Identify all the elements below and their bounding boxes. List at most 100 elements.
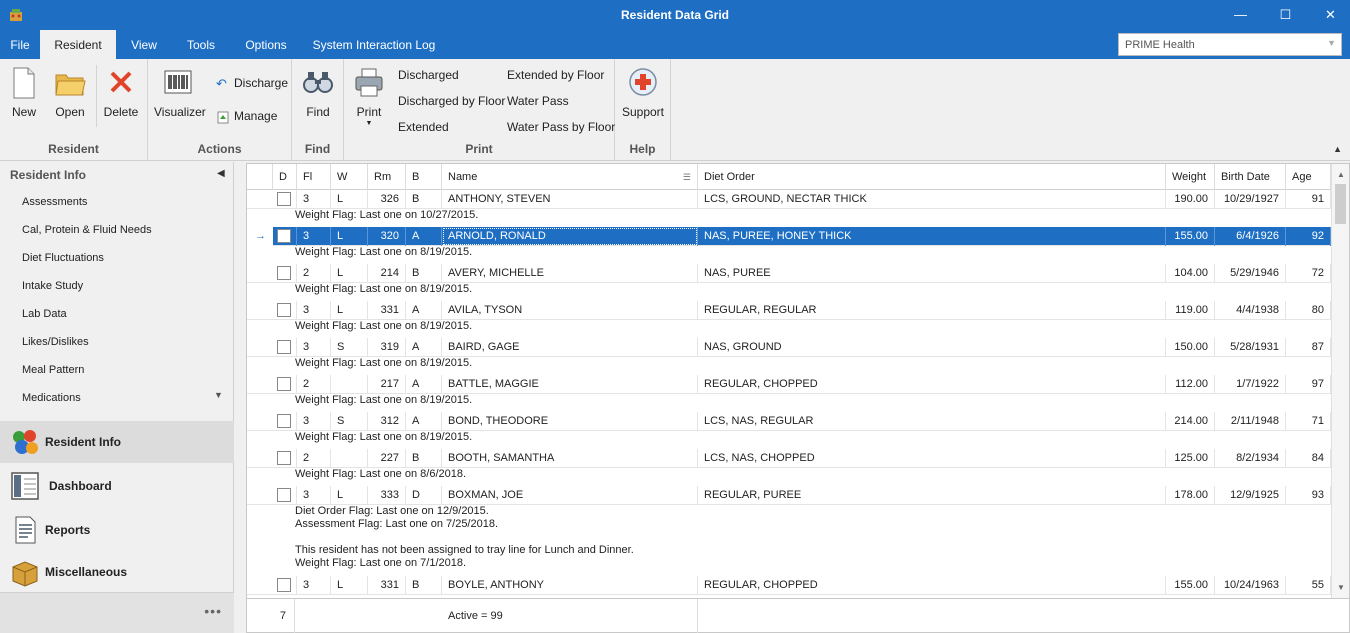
print-extended[interactable]: Extended	[398, 120, 449, 134]
tab-tools[interactable]: Tools	[186, 38, 215, 52]
scroll-down-icon[interactable]: ▼	[1337, 583, 1345, 592]
cell-w: L	[331, 190, 368, 209]
discharge-button[interactable]: ↶ Discharge	[216, 76, 288, 94]
cell-diet: LCS, NAS, CHOPPED	[698, 449, 1166, 468]
delete-button[interactable]: Delete	[98, 65, 144, 127]
print-discharged[interactable]: Discharged	[398, 68, 459, 82]
scroll-down-icon[interactable]: ▼	[214, 390, 223, 400]
cell-fl: 3	[297, 301, 331, 320]
discharge-checkbox-cell	[273, 449, 297, 468]
cell-age: 97	[1286, 375, 1331, 394]
table-row[interactable]: 3 L 331 B BOYLE, ANTHONY REGULAR, CHOPPED 155.…	[247, 576, 1331, 595]
discharge-checkbox-cell	[273, 375, 297, 394]
print-button[interactable]: Print ▼	[346, 65, 392, 127]
header-d[interactable]: D	[273, 164, 297, 190]
nav-item-likes-dislikes[interactable]: Likes/Dislikes	[22, 336, 89, 348]
organization-select[interactable]: PRIME Health ▼	[1118, 33, 1342, 56]
tab-options[interactable]: Options	[245, 38, 287, 52]
nav-section-reports[interactable]: Reports	[0, 509, 234, 551]
table-row[interactable]: 3 L 326 B ANTHONY, STEVEN LCS, GROUND, NECTAR…	[247, 190, 1331, 209]
nav-item-assessments[interactable]: Assessments	[22, 196, 88, 208]
ribbon-separator	[96, 65, 97, 127]
manage-button[interactable]: Manage	[216, 109, 277, 127]
cell-weight: 190.00	[1166, 190, 1215, 209]
grid-header: D Fl W Rm B Name ☰ Diet Order Weight Bir…	[247, 164, 1331, 190]
table-row[interactable]: 3 S 319 A BAIRD, GAGE NAS, GROUND 150.00 5/28/1…	[247, 338, 1331, 357]
print-water-pass-by-floor[interactable]: Water Pass by Floor	[507, 120, 616, 134]
minimize-button[interactable]: —	[1234, 7, 1247, 22]
cell-birth: 8/2/1934	[1215, 449, 1286, 468]
table-row[interactable]: 3 S 312 A BOND, THEODORE LCS, NAS, REGULAR 214…	[247, 412, 1331, 431]
header-birth-date[interactable]: Birth Date	[1215, 164, 1286, 190]
print-extended-by-floor[interactable]: Extended by Floor	[507, 68, 605, 82]
discharge-checkbox-cell	[273, 264, 297, 283]
open-button-label: Open	[55, 105, 85, 119]
cell-name: BOYLE, ANTHONY	[442, 576, 698, 595]
tab-system-interaction-log[interactable]: System Interaction Log	[312, 38, 436, 52]
discharge-checkbox[interactable]	[277, 229, 291, 243]
header-b[interactable]: B	[406, 164, 442, 190]
tab-file[interactable]: File	[10, 38, 30, 52]
scroll-up-icon[interactable]: ▲	[1337, 170, 1345, 179]
discharge-checkbox[interactable]	[277, 414, 291, 428]
table-row[interactable]: 3 L 331 A AVILA, TYSON REGULAR, REGULAR 119.00…	[247, 301, 1331, 320]
more-options-icon[interactable]: •••	[204, 603, 222, 619]
table-row[interactable]: 2 217 A BATTLE, MAGGIE REGULAR, CHOPPED 112.0…	[247, 375, 1331, 394]
chevron-left-icon[interactable]: ◀	[217, 168, 225, 179]
nav-section-dashboard[interactable]: Dashboard	[0, 465, 234, 507]
header-name[interactable]: Name ☰	[442, 164, 698, 190]
close-button[interactable]: ✕	[1325, 7, 1336, 22]
cell-fl: 2	[297, 375, 331, 394]
nav-header: Resident Info	[10, 168, 87, 182]
maximize-button[interactable]: ☐	[1279, 7, 1292, 22]
print-water-pass[interactable]: Water Pass	[507, 94, 569, 108]
chevron-down-icon: ▼	[1327, 38, 1336, 48]
new-button[interactable]: New	[1, 65, 47, 127]
header-fl[interactable]: Fl	[297, 164, 331, 190]
nav-section-miscellaneous[interactable]: Miscellaneous	[0, 551, 234, 593]
ribbon-group-label: Resident	[48, 142, 99, 156]
discharge-checkbox[interactable]	[277, 451, 291, 465]
cell-fl: 2	[297, 264, 331, 283]
nav-item-lab-data[interactable]: Lab Data	[22, 308, 67, 320]
cell-diet: LCS, NAS, REGULAR	[698, 412, 1166, 431]
nav-item-medications[interactable]: Medications	[22, 392, 81, 404]
nav-item-meal-pattern[interactable]: Meal Pattern	[22, 364, 85, 376]
discharge-checkbox[interactable]	[277, 303, 291, 317]
nav-section-resident-info[interactable]: Resident Info	[0, 421, 234, 463]
tab-resident[interactable]: Resident	[40, 30, 116, 59]
cell-birth: 5/28/1931	[1215, 338, 1286, 357]
scrollbar-thumb[interactable]	[1335, 184, 1346, 224]
app-icon	[10, 9, 22, 21]
discharge-checkbox[interactable]	[277, 192, 291, 206]
header-age[interactable]: Age	[1286, 164, 1331, 190]
tab-view[interactable]: View	[131, 38, 157, 52]
nav-item-diet-fluctuations[interactable]: Diet Fluctuations	[22, 252, 104, 264]
header-weight[interactable]: Weight	[1166, 164, 1215, 190]
ribbon-group-help: Support Help	[615, 59, 671, 160]
discharge-checkbox[interactable]	[277, 377, 291, 391]
collapse-ribbon-icon[interactable]: ▲	[1333, 144, 1342, 154]
open-button[interactable]: Open	[47, 65, 93, 127]
header-diet-order[interactable]: Diet Order	[698, 164, 1166, 190]
vertical-scrollbar[interactable]: ▲ ▼	[1331, 164, 1349, 598]
cell-b: A	[406, 375, 442, 394]
discharge-checkbox[interactable]	[277, 578, 291, 592]
discharge-checkbox[interactable]	[277, 266, 291, 280]
find-button[interactable]: Find	[295, 65, 341, 127]
header-w[interactable]: W	[331, 164, 368, 190]
table-row[interactable]: 2 L 214 B AVERY, MICHELLE NAS, PUREE 104.00 5/2…	[247, 264, 1331, 283]
table-row[interactable]: 3 L 320 A ARNOLD, RONALD NAS, PUREE, HONEY TH…	[247, 227, 1331, 246]
discharge-checkbox[interactable]	[277, 340, 291, 354]
visualizer-button[interactable]: Visualizer	[154, 65, 206, 127]
nav-item-intake-study[interactable]: Intake Study	[22, 280, 84, 292]
discharge-checkbox-cell	[273, 190, 297, 209]
nav-item-cal-protein-fluid[interactable]: Cal, Protein & Fluid Needs	[22, 224, 152, 236]
table-row[interactable]: 2 227 B BOOTH, SAMANTHA LCS, NAS, CHOPPED 125…	[247, 449, 1331, 468]
cell-fl: 3	[297, 486, 331, 505]
print-discharged-by-floor[interactable]: Discharged by Floor	[398, 94, 506, 108]
table-row[interactable]: 3 L 333 D BOXMAN, JOE REGULAR, PUREE 178.00 12/…	[247, 486, 1331, 505]
discharge-checkbox[interactable]	[277, 488, 291, 502]
header-rm[interactable]: Rm	[368, 164, 406, 190]
support-button[interactable]: Support	[620, 65, 666, 127]
